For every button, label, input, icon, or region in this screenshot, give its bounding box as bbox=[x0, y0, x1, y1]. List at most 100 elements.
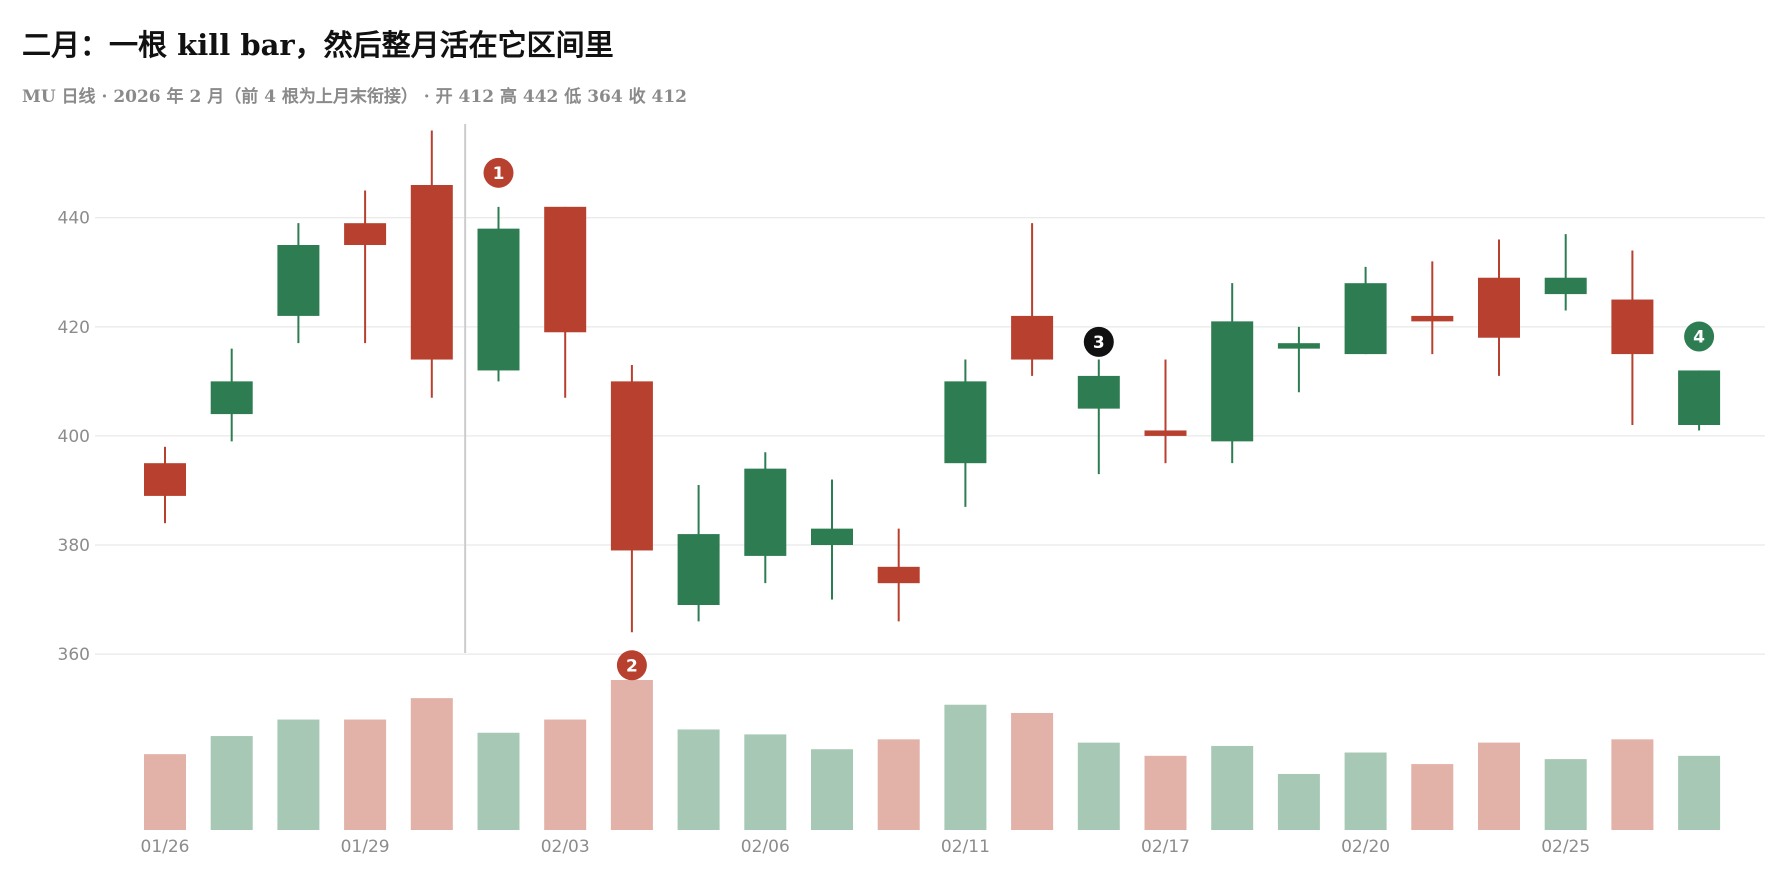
candle-body bbox=[877, 566, 920, 584]
candle bbox=[1478, 239, 1520, 376]
candle bbox=[1144, 359, 1187, 464]
volume-bar bbox=[344, 719, 387, 830]
x-tick-label: 02/03 bbox=[541, 837, 590, 857]
volume-bar bbox=[944, 704, 987, 830]
chart-title: 二月：一根 kill bar，然后整月活在它区间里 bbox=[22, 28, 614, 62]
annotation-circle bbox=[1684, 321, 1715, 352]
volume-bar bbox=[544, 719, 587, 830]
candle bbox=[477, 206, 520, 382]
candle bbox=[1678, 370, 1721, 431]
candle-body bbox=[544, 206, 587, 333]
candle-body bbox=[610, 381, 653, 551]
volume-bar bbox=[277, 719, 320, 830]
candle bbox=[210, 348, 253, 442]
candle bbox=[877, 528, 920, 622]
volume-bar bbox=[677, 729, 720, 830]
y-tick-label: 380 bbox=[58, 536, 90, 556]
volume-bar bbox=[1544, 759, 1587, 830]
candle bbox=[344, 190, 387, 344]
candle bbox=[410, 130, 453, 398]
volume-bar bbox=[477, 732, 520, 830]
chart-subtitle: MU 日线 · 2026 年 2 月（前 4 根为上月末衔接） · 开 412 … bbox=[22, 87, 688, 107]
volume-bar bbox=[1411, 764, 1454, 830]
volume-bar bbox=[744, 734, 787, 830]
volume-bar bbox=[610, 680, 653, 830]
candle-body bbox=[944, 381, 987, 464]
x-tick-label: 02/17 bbox=[1141, 837, 1190, 857]
candle bbox=[1611, 250, 1654, 425]
candle bbox=[1411, 261, 1454, 355]
annotation-circle bbox=[483, 157, 514, 188]
candle-body bbox=[1077, 375, 1120, 409]
candle-body bbox=[1611, 299, 1654, 355]
annotation-markers: 1 2 3 4 bbox=[483, 157, 1715, 681]
candle bbox=[944, 359, 987, 507]
y-tick-label: 440 bbox=[58, 209, 90, 229]
annotation-label: 1 bbox=[493, 164, 505, 184]
candle-body bbox=[1411, 315, 1454, 322]
annotation-circle bbox=[616, 650, 647, 681]
y-axis-ticks: 360 380 400 420 440 bbox=[58, 209, 90, 665]
volume-bar bbox=[410, 698, 453, 830]
candle-body bbox=[1011, 315, 1054, 360]
annotation-label: 4 bbox=[1693, 327, 1705, 347]
candle bbox=[677, 485, 720, 622]
x-tick-label: 02/11 bbox=[941, 837, 990, 857]
candle bbox=[277, 223, 320, 344]
volume-bars bbox=[144, 680, 1721, 830]
candle-body bbox=[210, 381, 253, 415]
candle-body bbox=[1544, 277, 1587, 295]
volume-bar bbox=[1478, 742, 1520, 830]
annotation-marker: 1 bbox=[483, 157, 514, 188]
candle bbox=[544, 206, 587, 398]
x-axis-ticks: 01/26 01/29 02/03 02/06 02/11 02/17 02/20 02/25 bbox=[141, 837, 1591, 857]
candle-body bbox=[277, 245, 320, 316]
candle-body bbox=[144, 463, 186, 496]
y-tick-label: 420 bbox=[58, 318, 90, 338]
volume-bar bbox=[1277, 773, 1320, 830]
candle-body bbox=[744, 468, 787, 556]
candle-body bbox=[477, 228, 520, 371]
candle bbox=[1544, 234, 1587, 311]
candles bbox=[144, 130, 1721, 633]
volume-bar bbox=[1211, 745, 1254, 830]
volume-bar bbox=[210, 736, 253, 830]
candle-body bbox=[1144, 430, 1187, 436]
candle-body bbox=[811, 528, 853, 545]
volume-bar bbox=[811, 749, 853, 830]
candle bbox=[811, 479, 853, 600]
candle bbox=[144, 446, 186, 524]
candle-body bbox=[1344, 283, 1387, 355]
candle bbox=[744, 452, 787, 584]
candle bbox=[610, 365, 653, 633]
annotation-marker: 3 bbox=[1083, 326, 1114, 357]
volume-bar bbox=[1011, 712, 1054, 830]
candle bbox=[1011, 223, 1054, 376]
volume-bar bbox=[1144, 755, 1187, 830]
annotation-label: 2 bbox=[626, 656, 638, 676]
candle-body bbox=[1478, 277, 1520, 338]
x-tick-label: 01/29 bbox=[341, 837, 390, 857]
candle-body bbox=[1678, 370, 1721, 425]
y-tick-label: 400 bbox=[58, 427, 90, 447]
x-tick-label: 02/06 bbox=[741, 837, 790, 857]
annotation-marker: 4 bbox=[1684, 321, 1715, 352]
annotation-marker: 2 bbox=[616, 650, 647, 681]
candle-body bbox=[1277, 343, 1320, 349]
x-tick-label: 02/25 bbox=[1541, 837, 1590, 857]
volume-bar bbox=[1678, 755, 1721, 830]
candle-body bbox=[1211, 321, 1254, 442]
candle-body bbox=[410, 185, 453, 360]
candle bbox=[1077, 359, 1120, 475]
candle-body bbox=[344, 223, 387, 245]
volume-bar bbox=[144, 754, 186, 830]
volume-bar bbox=[1077, 742, 1120, 830]
volume-bar bbox=[1344, 752, 1387, 830]
x-tick-label: 01/26 bbox=[141, 837, 190, 857]
candle-body bbox=[677, 534, 720, 605]
candle bbox=[1344, 266, 1387, 355]
volume-bar bbox=[877, 739, 920, 830]
volume-bar bbox=[1611, 739, 1654, 830]
y-tick-label: 360 bbox=[58, 645, 90, 665]
